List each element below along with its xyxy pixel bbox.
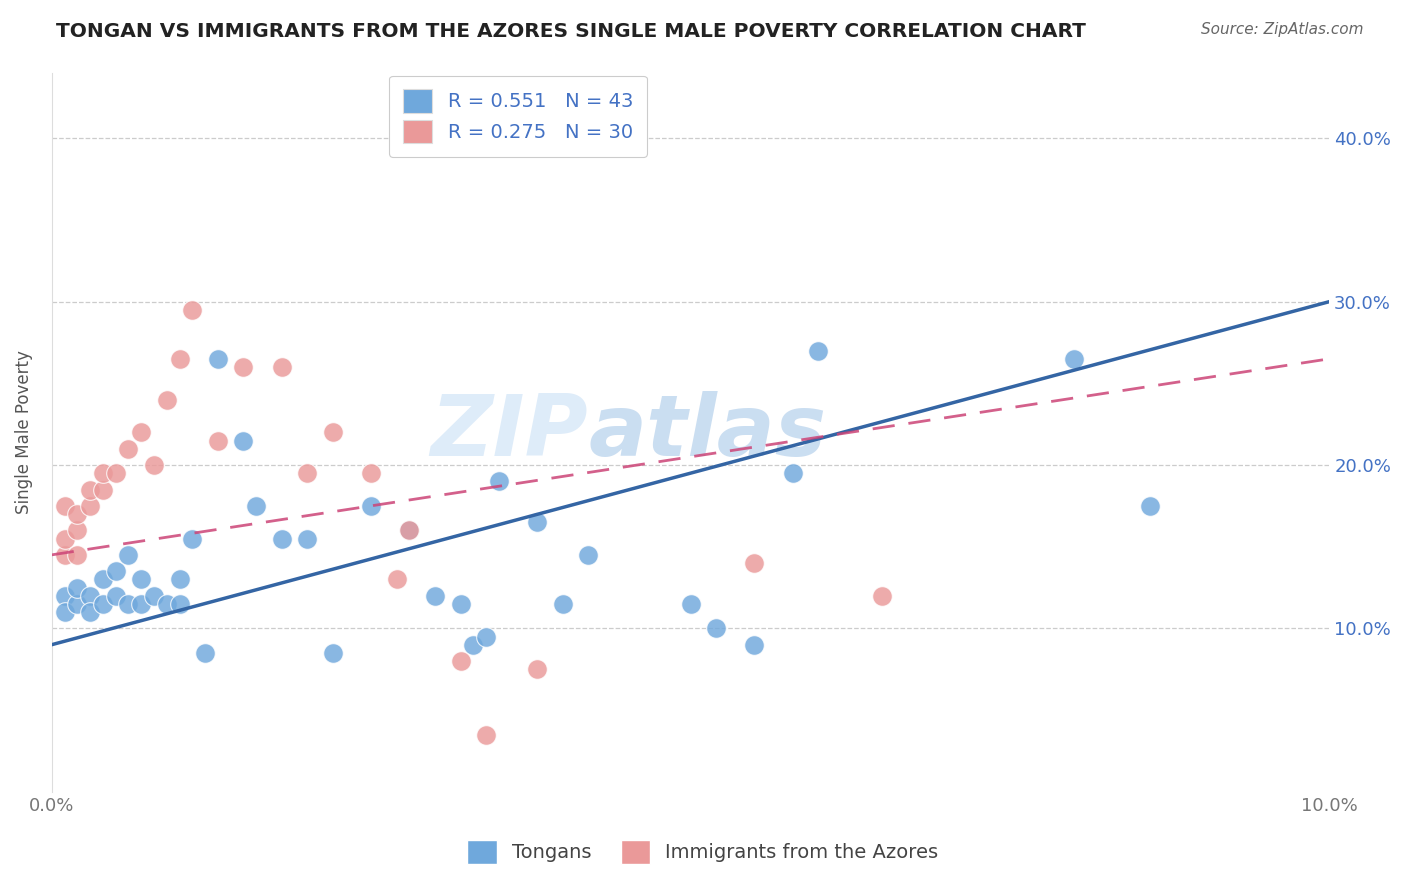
Point [475,630,498,644]
Point [91,483,114,497]
Text: atlas: atlas [588,391,827,474]
Point [576,548,599,562]
Point [79,589,101,603]
Legend: R = 0.551   N = 43, R = 0.275   N = 30: R = 0.551 N = 43, R = 0.275 N = 30 [389,76,647,157]
Point [526,515,548,529]
Point [744,638,766,652]
Point [91,597,114,611]
Point [360,499,382,513]
Point [807,343,830,358]
Point [270,359,292,374]
Point [526,662,548,676]
Point [704,621,727,635]
Point [104,564,127,578]
Point [66,524,89,538]
Point [360,466,382,480]
Point [232,359,254,374]
Point [79,605,101,619]
Point [398,524,420,538]
Point [423,589,446,603]
Point [129,572,152,586]
Point [322,646,344,660]
Point [104,466,127,480]
Point [104,589,127,603]
Point [79,499,101,513]
Point [169,597,191,611]
Point [117,597,139,611]
Point [744,556,766,570]
Point [475,727,498,741]
Point [156,392,179,407]
Text: Source: ZipAtlas.com: Source: ZipAtlas.com [1201,22,1364,37]
Point [194,646,217,660]
Point [245,499,267,513]
Point [297,466,319,480]
Point [142,589,165,603]
Point [398,524,420,538]
Text: ZIP: ZIP [430,391,588,474]
Point [66,581,89,595]
Point [142,458,165,472]
Point [385,572,408,586]
Point [66,597,89,611]
Point [53,605,76,619]
Point [551,597,574,611]
Point [450,654,472,668]
Point [1139,499,1161,513]
Point [66,507,89,521]
Point [66,548,89,562]
Point [782,466,804,480]
Legend: Tongans, Immigrants from the Azores: Tongans, Immigrants from the Azores [460,832,946,871]
Point [270,532,292,546]
Point [207,434,229,448]
Point [1063,351,1085,366]
Point [91,572,114,586]
Point [129,597,152,611]
Point [679,597,702,611]
Point [79,483,101,497]
Point [156,597,179,611]
Point [117,548,139,562]
Point [117,442,139,456]
Point [463,638,485,652]
Point [870,589,893,603]
Point [169,572,191,586]
Point [297,532,319,546]
Point [181,532,204,546]
Point [207,351,229,366]
Point [53,548,76,562]
Point [450,597,472,611]
Point [129,425,152,440]
Point [169,351,191,366]
Point [53,532,76,546]
Y-axis label: Single Male Poverty: Single Male Poverty [15,351,32,515]
Point [91,466,114,480]
Point [53,499,76,513]
Point [53,589,76,603]
Point [232,434,254,448]
Point [488,475,510,489]
Point [181,302,204,317]
Text: TONGAN VS IMMIGRANTS FROM THE AZORES SINGLE MALE POVERTY CORRELATION CHART: TONGAN VS IMMIGRANTS FROM THE AZORES SIN… [56,22,1085,41]
Point [322,425,344,440]
